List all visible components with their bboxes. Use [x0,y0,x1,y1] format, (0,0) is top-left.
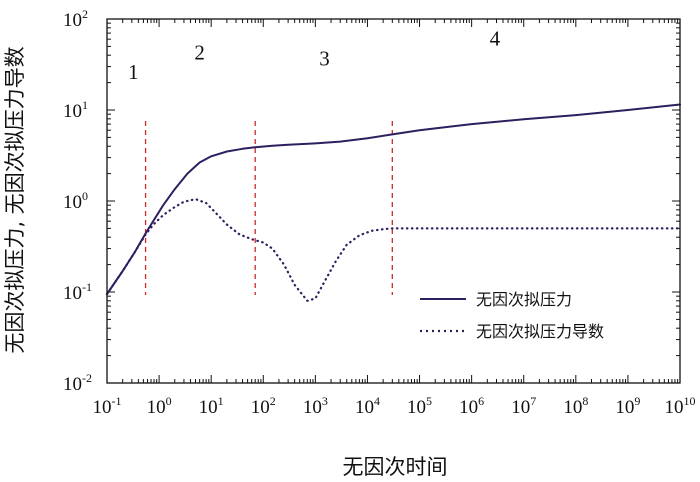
y-tick-label: 102 [63,7,88,31]
x-tick-label: 107 [511,394,536,418]
region-dividers [144,121,393,295]
y-tick-label: 10-1 [63,280,92,304]
x-tick-labels: 10-1 100 101 102 103 104 105 106 107 108 109 1010 [93,394,696,418]
region-labels: 1 2 3 4 [128,27,501,84]
y-tick-label: 101 [63,98,88,122]
region-label: 4 [490,27,501,51]
legend-label-pressure: 无因次拟压力 [476,290,572,309]
legend-label-derivative: 无因次拟压力导数 [476,322,604,341]
region-label: 3 [319,46,330,70]
series-line-1 [105,198,682,302]
x-tick-label: 101 [199,394,224,418]
y-tick-label: 10-2 [63,371,92,395]
series-lines [105,103,682,302]
x-tick-label: 106 [459,394,484,418]
x-tick-label: 100 [147,394,172,418]
region-label: 2 [194,40,205,64]
x-tick-label: 103 [303,394,328,418]
tick-marks [106,19,680,384]
region-label: 1 [128,60,139,84]
legend: 无因次拟压力 无因次拟压力导数 [420,290,604,341]
x-tick-label: 10-1 [93,394,122,418]
y-tick-label: 100 [63,189,88,213]
x-tick-label: 104 [355,394,380,418]
x-tick-label: 105 [407,394,432,418]
x-tick-label: 108 [563,394,588,418]
x-tick-label: 1010 [665,394,696,418]
x-axis-title: 无因次时间 [343,455,448,479]
x-tick-label: 109 [615,394,640,418]
x-tick-label: 102 [251,394,276,418]
y-tick-labels: 10-2 10-1 100 101 102 [63,7,92,395]
series-line-0 [106,103,681,295]
y-axis-title: 无因次拟压力, 无因次拟压力导数 [3,46,27,353]
plot-frame [106,18,681,384]
